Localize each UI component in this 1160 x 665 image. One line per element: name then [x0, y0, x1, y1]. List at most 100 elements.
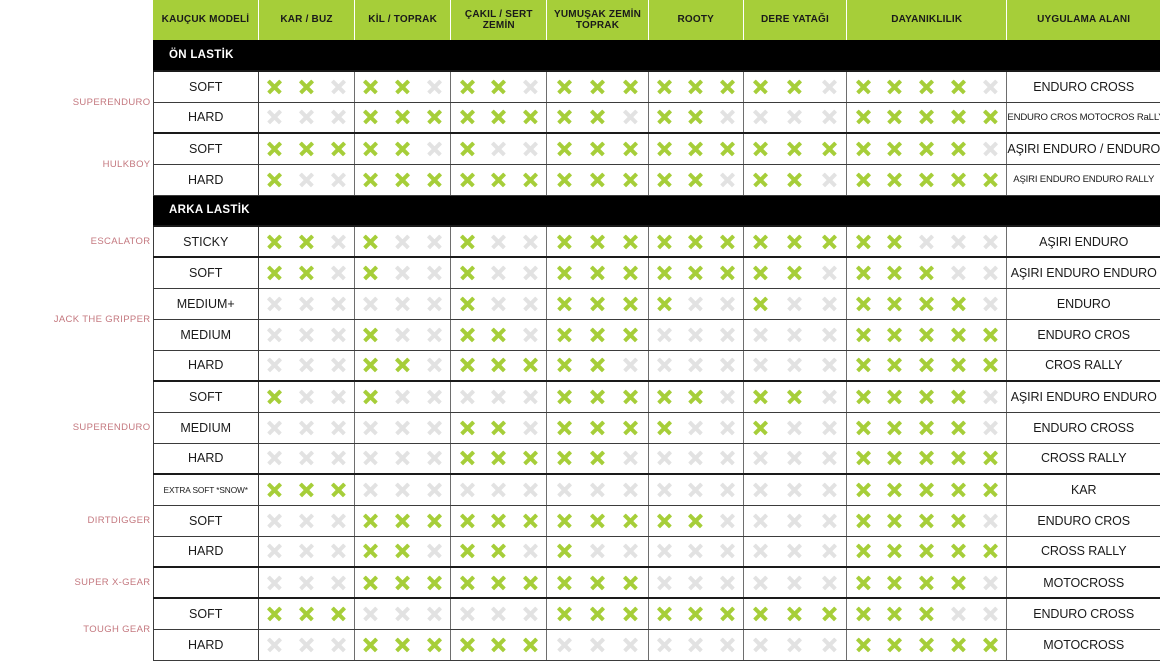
x-mark-inactive-icon [622, 481, 639, 498]
x-mark-inactive-icon [719, 574, 736, 591]
usage-area-label: AŞIRI ENDURO [1006, 225, 1160, 258]
x-mark-inactive-icon [719, 481, 736, 498]
x-mark-active-icon [752, 264, 769, 281]
x-mark-active-icon [426, 171, 443, 188]
rating-cell [546, 163, 649, 196]
rating-marks [649, 228, 743, 256]
rating-marks [847, 631, 1006, 659]
x-mark-inactive-icon [821, 574, 838, 591]
rating-cell [846, 70, 1008, 103]
x-mark-active-icon [556, 109, 573, 126]
section-band-pad [0, 195, 153, 226]
x-mark-inactive-icon [490, 605, 507, 622]
section-title: ÖN LASTİK [153, 40, 1160, 71]
x-mark-active-icon [855, 295, 872, 312]
x-mark-active-icon [687, 78, 704, 95]
x-mark-active-icon [886, 78, 903, 95]
table-header: KAUÇUK MODELİ KAR / BUZ KİL / TOPRAK ÇAKIL … [0, 0, 1160, 40]
x-mark-inactive-icon [786, 295, 803, 312]
section-band-row: ÖN LASTİK [0, 40, 1160, 71]
rating-marks [259, 321, 354, 349]
x-mark-active-icon [855, 543, 872, 560]
x-mark-active-icon [394, 109, 411, 126]
rating-marks [744, 351, 846, 379]
x-mark-active-icon [266, 171, 283, 188]
rating-cell [546, 349, 649, 382]
x-mark-inactive-icon [982, 233, 999, 250]
rating-cell [258, 535, 356, 568]
rating-marks [547, 259, 647, 287]
x-mark-active-icon [950, 512, 967, 529]
rating-marks [259, 228, 354, 256]
rating-marks [355, 569, 450, 597]
rating-marks [259, 631, 354, 659]
usage-area-label: AŞIRI ENDURO ENDURO [1006, 380, 1160, 413]
rating-marks [649, 414, 743, 442]
column-header-uygulama-alani: UYGULAMA ALANI [1006, 0, 1160, 40]
x-mark-active-icon [950, 357, 967, 374]
rating-marks [744, 290, 846, 318]
x-mark-inactive-icon [459, 388, 476, 405]
x-mark-inactive-icon [298, 574, 315, 591]
header-row: KAUÇUK MODELİ KAR / BUZ KİL / TOPRAK ÇAKIL … [0, 0, 1160, 40]
rating-cell [846, 101, 1008, 134]
x-mark-active-icon [556, 264, 573, 281]
column-header-yumu-ak-zemi-n-toprak: YUMUŞAK ZEMİN TOPRAK [546, 0, 649, 40]
rating-cell [846, 349, 1008, 382]
x-mark-active-icon [886, 636, 903, 653]
x-mark-active-icon [459, 264, 476, 281]
x-mark-active-icon [330, 605, 347, 622]
x-mark-inactive-icon [266, 295, 283, 312]
rating-marks [547, 507, 647, 535]
section-title: ARKA LASTİK [153, 195, 1160, 226]
rating-marks [649, 259, 743, 287]
x-mark-inactive-icon [459, 605, 476, 622]
x-mark-inactive-icon [752, 543, 769, 560]
rating-cell [648, 597, 744, 630]
rating-marks [847, 259, 1006, 287]
table-row: SUPER X-GEAR MOTOCROSS [0, 566, 1160, 599]
x-mark-active-icon [622, 295, 639, 312]
rating-marks [744, 631, 846, 659]
x-mark-active-icon [752, 171, 769, 188]
rating-marks [649, 569, 743, 597]
x-mark-inactive-icon [298, 419, 315, 436]
x-mark-active-icon [490, 78, 507, 95]
x-mark-active-icon [556, 388, 573, 405]
rating-cell [546, 566, 649, 599]
rating-cell [648, 163, 744, 196]
rating-cell [546, 380, 649, 413]
x-mark-active-icon [656, 171, 673, 188]
rating-marks [547, 383, 647, 411]
x-mark-active-icon [394, 171, 411, 188]
x-mark-inactive-icon [394, 388, 411, 405]
x-mark-active-icon [656, 295, 673, 312]
x-mark-inactive-icon [622, 636, 639, 653]
x-mark-inactive-icon [786, 419, 803, 436]
rating-cell [258, 287, 356, 320]
usage-area-label: AŞIRI ENDURO ENDURO RALLY [1006, 163, 1160, 196]
x-mark-inactive-icon [522, 233, 539, 250]
rating-marks [451, 537, 546, 565]
x-mark-active-icon [752, 295, 769, 312]
x-mark-inactive-icon [522, 419, 539, 436]
x-mark-active-icon [622, 605, 639, 622]
x-mark-active-icon [589, 388, 606, 405]
rating-marks [547, 444, 647, 472]
x-mark-inactive-icon [982, 605, 999, 622]
x-mark-active-icon [459, 450, 476, 467]
x-mark-active-icon [426, 512, 443, 529]
rating-cell [450, 628, 548, 661]
rating-marks [649, 476, 743, 504]
rating-cell [743, 318, 848, 351]
x-mark-inactive-icon [394, 326, 411, 343]
column-header-dayaniklilik: DAYANIKLILIK [846, 0, 1008, 40]
x-mark-inactive-icon [298, 636, 315, 653]
x-mark-active-icon [459, 140, 476, 157]
rating-marks [547, 569, 647, 597]
x-mark-active-icon [719, 605, 736, 622]
compound-model-label: SOFT [153, 504, 259, 537]
x-mark-inactive-icon [266, 357, 283, 374]
x-mark-active-icon [459, 295, 476, 312]
rating-cell [743, 504, 848, 537]
